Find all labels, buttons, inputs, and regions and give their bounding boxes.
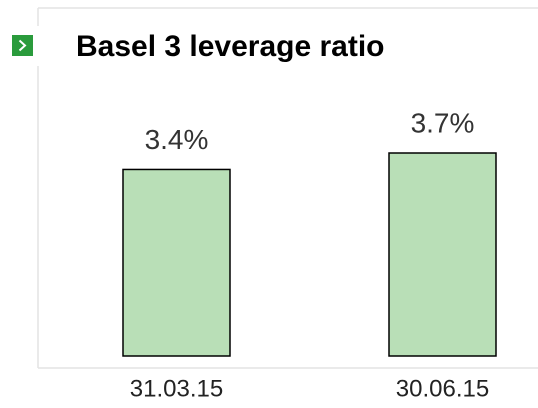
x-tick-label: 31.03.15: [130, 375, 223, 402]
bar: [122, 168, 231, 357]
chevron-icon: [12, 35, 33, 56]
bar: [388, 152, 497, 357]
chart-title: Basel 3 leverage ratio: [76, 30, 385, 63]
chevron-arrow: [18, 39, 27, 52]
value-label: 3.7%: [411, 107, 475, 138]
x-tick-label: 30.06.15: [396, 375, 489, 402]
value-label: 3.4%: [145, 124, 209, 155]
frame: [37, 7, 538, 369]
